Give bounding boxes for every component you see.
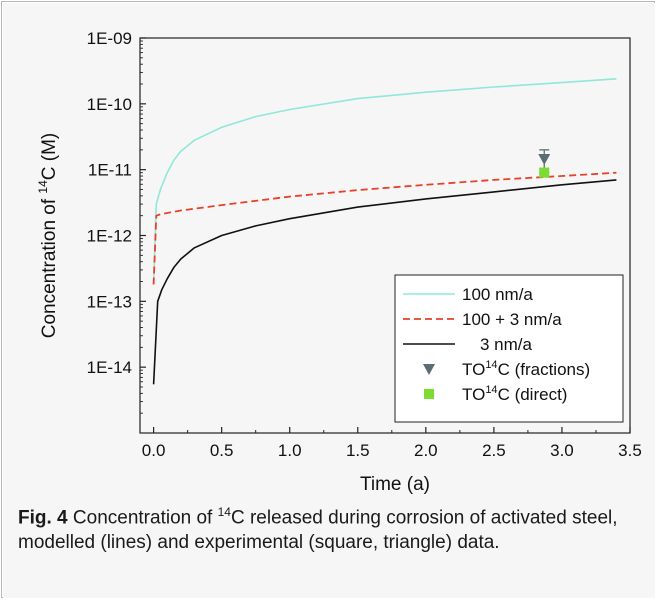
- y-tick-label: 1E-10: [87, 95, 132, 114]
- y-tick-label: 1E-12: [87, 227, 132, 246]
- x-tick-label: 2.0: [414, 441, 438, 460]
- data-point-square: [539, 168, 549, 178]
- x-tick-label: 2.5: [482, 441, 506, 460]
- legend-label: TO14C (fractions): [462, 359, 590, 379]
- y-tick-label: 1E-09: [87, 29, 132, 48]
- series-line-1: [154, 79, 617, 285]
- y-axis-label: Concentration of 14C (M): [36, 133, 60, 339]
- caption-text-before: Concentration of: [68, 507, 218, 528]
- data-point-triangle: [538, 154, 550, 165]
- legend-swatch-square: [424, 389, 434, 399]
- legend-label: 100 + 3 nm/a: [462, 310, 562, 329]
- x-tick-label: 3.5: [618, 441, 642, 460]
- y-tick-label: 1E-13: [87, 292, 132, 311]
- x-tick-label: 0.0: [142, 441, 166, 460]
- x-tick-label: 1.5: [346, 441, 370, 460]
- x-tick-label: 1.0: [278, 441, 302, 460]
- x-tick-label: 0.5: [210, 441, 234, 460]
- legend-label: 3 nm/a: [480, 335, 533, 354]
- series-line-2: [154, 173, 617, 285]
- legend-label: TO14C (direct): [462, 384, 567, 404]
- x-tick-label: 3.0: [550, 441, 574, 460]
- x-axis-label: Time (a): [360, 474, 430, 495]
- caption-sup: 14: [218, 505, 231, 519]
- figure-caption: Fig. 4 Concentration of 14C released dur…: [18, 500, 638, 555]
- caption-label: Fig. 4: [18, 507, 68, 528]
- chart: 0.0 0.5 1.0 1.5 2.0 2.5 3.0 3.5 1E-14 1E-13 1E-12 1…: [0, 0, 658, 500]
- y-tick-label: 1E-14: [87, 358, 132, 377]
- y-tick-label: 1E-11: [88, 161, 132, 180]
- legend-label: 100 nm/a: [462, 285, 533, 304]
